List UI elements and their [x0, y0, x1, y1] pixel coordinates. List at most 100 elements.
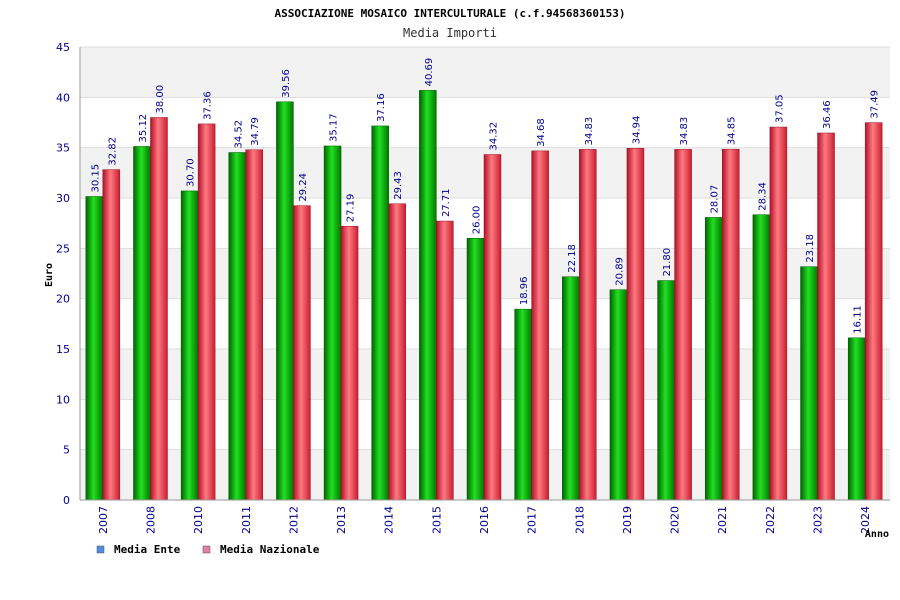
- value-label-media-nazionale-2008: 38.00: [155, 85, 166, 114]
- value-label-media-ente-2011: 34.52: [233, 120, 244, 149]
- value-label-media-ente-2017: 18.96: [519, 276, 530, 305]
- chart-title: ASSOCIAZIONE MOSAICO INTERCULTURALE (c.f…: [275, 7, 626, 20]
- value-label-media-ente-2018: 22.18: [567, 244, 578, 273]
- value-label-media-nazionale-2007: 32.82: [107, 137, 118, 166]
- value-label-media-ente-2007: 30.15: [90, 164, 101, 193]
- value-label-media-ente-2013: 35.17: [329, 113, 340, 142]
- value-label-media-ente-2012: 39.56: [281, 69, 292, 98]
- value-label-media-ente-2021: 28.07: [710, 185, 721, 214]
- y-tick-label: 5: [63, 444, 70, 457]
- legend-swatch-media-nazionale: [202, 545, 211, 554]
- value-label-media-ente-2022: 28.34: [757, 182, 768, 211]
- x-tick-label: 2015: [430, 506, 443, 534]
- x-tick-label: 2016: [478, 506, 491, 534]
- x-tick-label: 2011: [240, 506, 253, 534]
- x-tick-label: 2020: [669, 506, 682, 534]
- x-tick-label: 2012: [287, 506, 300, 534]
- bar-media-ente-2014: [371, 125, 389, 501]
- value-label-media-ente-2014: 37.16: [376, 93, 387, 122]
- value-label-media-nazionale-2021: 34.85: [727, 117, 738, 146]
- bar-media-nazionale-2014: [388, 203, 406, 501]
- y-tick-label: 25: [56, 242, 70, 255]
- value-label-media-nazionale-2023: 36.46: [822, 100, 833, 129]
- bar-media-ente-2023: [800, 266, 818, 501]
- bar-media-ente-2022: [752, 214, 771, 501]
- value-label-media-ente-2008: 35.12: [138, 114, 149, 143]
- value-label-media-nazionale-2018: 34.83: [584, 117, 595, 146]
- x-tick-label: 2022: [764, 506, 777, 534]
- value-label-media-nazionale-2016: 34.32: [489, 122, 500, 151]
- bar-media-ente-2010: [180, 190, 199, 501]
- value-label-media-nazionale-2024: 37.49: [870, 90, 881, 119]
- bar-media-ente-2020: [657, 280, 675, 501]
- value-label-media-nazionale-2014: 29.43: [393, 171, 404, 200]
- x-tick-label: 2017: [526, 506, 539, 534]
- bar-media-nazionale-2024: [864, 122, 883, 501]
- bar-media-nazionale-2013: [340, 226, 359, 501]
- value-label-media-nazionale-2013: 27.19: [346, 194, 357, 223]
- bar-media-nazionale-2022: [769, 126, 788, 501]
- x-tick-label: 2010: [192, 506, 205, 534]
- bar-media-ente-2018: [562, 276, 580, 501]
- bar-media-nazionale-2011: [245, 149, 264, 501]
- value-label-media-nazionale-2020: 34.83: [679, 117, 690, 146]
- bar-media-nazionale-2020: [674, 149, 692, 501]
- bar-media-ente-2021: [704, 217, 723, 501]
- legend: Media Ente Media Nazionale: [96, 543, 320, 556]
- value-label-media-nazionale-2010: 37.36: [203, 91, 214, 120]
- value-labels: 30.15 32.82 35.12 38.00 30.70 37.36 34.52 34.79…: [90, 58, 880, 334]
- value-label-media-ente-2010: 30.70: [186, 158, 197, 187]
- value-label-media-nazionale-2017: 34.68: [536, 118, 547, 147]
- bar-media-nazionale-2015: [436, 220, 454, 501]
- x-tick-label: 2018: [573, 506, 586, 534]
- value-label-media-ente-2023: 23.18: [805, 234, 816, 263]
- bar-media-ente-2024: [847, 337, 866, 501]
- value-label-media-ente-2020: 21.80: [662, 248, 673, 277]
- grid-band: [80, 47, 890, 98]
- bar-media-ente-2015: [419, 90, 437, 501]
- value-label-media-nazionale-2015: 27.71: [441, 188, 452, 217]
- bar-media-ente-2012: [276, 101, 294, 501]
- x-tick-label: 2024: [859, 506, 872, 534]
- x-axis-ticks: 2007 2008 2010 2011 2012 2013 2014 2015 2016 2017…: [97, 506, 872, 534]
- y-tick-label: 0: [63, 494, 70, 507]
- legend-swatch-media-ente: [96, 545, 105, 554]
- bar-media-nazionale-2021: [721, 148, 740, 501]
- x-tick-label: 2007: [97, 506, 110, 534]
- x-tick-label: 2019: [621, 506, 634, 534]
- x-tick-label: 2014: [383, 506, 396, 534]
- x-tick-label: 2023: [812, 506, 825, 534]
- y-tick-label: 40: [56, 91, 70, 104]
- y-axis-ticks: 0 5 10 15 20 25 30 35 40 45: [56, 41, 70, 507]
- bar-media-nazionale-2008: [150, 117, 168, 501]
- y-tick-label: 20: [56, 293, 70, 306]
- x-tick-label: 2021: [716, 506, 729, 534]
- value-label-media-nazionale-2012: 29.24: [298, 173, 309, 202]
- value-label-media-nazionale-2022: 37.05: [774, 94, 785, 123]
- bar-media-nazionale-2012: [293, 205, 311, 501]
- y-tick-label: 35: [56, 142, 70, 155]
- chart-subtitle: Media Importi: [403, 26, 497, 40]
- x-tick-label: 2008: [144, 506, 157, 534]
- bar-media-ente-2016: [466, 238, 485, 501]
- bar-media-nazionale-2018: [579, 149, 597, 501]
- bar-media-ente-2013: [323, 145, 342, 501]
- value-label-media-nazionale-2011: 34.79: [250, 117, 261, 146]
- bar-media-nazionale-2023: [817, 132, 835, 501]
- bar-media-nazionale-2007: [102, 169, 121, 501]
- bar-media-ente-2008: [133, 146, 151, 501]
- bars: [85, 90, 883, 501]
- y-tick-label: 30: [56, 192, 70, 205]
- value-label-media-ente-2016: 26.00: [472, 206, 483, 235]
- y-tick-label: 15: [56, 343, 70, 356]
- bar-media-ente-2017: [514, 308, 532, 501]
- bar-media-ente-2007: [85, 196, 104, 501]
- legend-label-media-ente: Media Ente: [114, 543, 181, 556]
- x-axis-title: Anno: [865, 529, 889, 540]
- y-axis-title: Euro: [44, 263, 55, 287]
- value-label-media-ente-2024: 16.11: [853, 305, 864, 334]
- bar-media-ente-2011: [228, 152, 247, 501]
- bar-media-nazionale-2010: [197, 123, 216, 501]
- y-tick-label: 45: [56, 41, 70, 54]
